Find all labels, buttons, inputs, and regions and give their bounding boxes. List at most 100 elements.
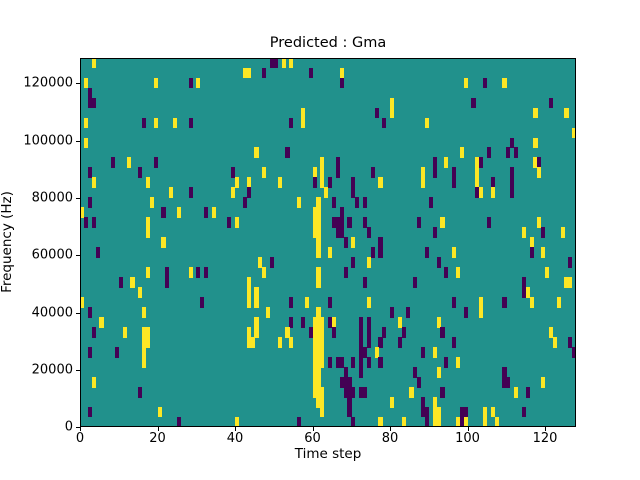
- heatmap-cell: [335, 217, 340, 228]
- heatmap-cell: [176, 417, 182, 427]
- heatmap-cell: [316, 337, 321, 348]
- heatmap-cell: [316, 227, 321, 238]
- heatmap-cell: [374, 347, 379, 358]
- heatmap-cell: [138, 287, 143, 298]
- heatmap-cell: [91, 217, 96, 228]
- heatmap-cell: [277, 177, 282, 188]
- y-tick-mark: [76, 140, 80, 142]
- heatmap-cell: [459, 147, 464, 158]
- heatmap-cell: [204, 267, 209, 278]
- heatmap-cell: [316, 347, 321, 358]
- heatmap-cell: [440, 217, 445, 228]
- heatmap-cell: [246, 67, 251, 78]
- heatmap-cell: [510, 177, 515, 188]
- heatmap-cell: [343, 237, 348, 248]
- heatmap-cell: [335, 167, 340, 178]
- heatmap-cell: [421, 177, 426, 188]
- heatmap-cell: [533, 107, 538, 118]
- heatmap-cell: [424, 407, 430, 418]
- heatmap-cell: [359, 367, 364, 378]
- heatmap-cell: [506, 377, 511, 388]
- heatmap-cell: [347, 387, 352, 398]
- x-tick-mark: [157, 427, 159, 432]
- heatmap-cell: [541, 377, 546, 388]
- heatmap-cell: [444, 357, 449, 368]
- heatmap-cell: [331, 327, 337, 338]
- heatmap-cell: [312, 207, 317, 218]
- heatmap-cell: [502, 77, 507, 88]
- heatmap-cell: [142, 357, 147, 368]
- heatmap-cell: [463, 417, 468, 427]
- heatmap-cell: [413, 277, 418, 288]
- x-tick-label: 20: [149, 431, 166, 446]
- heatmap-cell: [173, 117, 178, 128]
- heatmap-cell: [572, 127, 575, 138]
- heatmap-cell: [312, 347, 317, 358]
- heatmap-cell: [572, 347, 575, 358]
- heatmap-cell: [545, 267, 550, 278]
- heatmap-cell: [281, 58, 286, 68]
- heatmap-cell: [91, 58, 96, 68]
- heatmap-cell: [378, 177, 383, 188]
- heatmap-cell: [366, 337, 371, 348]
- x-tick-label: 40: [226, 431, 244, 446]
- heatmap-cell: [320, 337, 325, 348]
- y-tick-label: 120000: [23, 75, 73, 91]
- heatmap-cell: [483, 417, 488, 427]
- heatmap-cell: [366, 227, 371, 238]
- heatmap-cell: [235, 177, 240, 188]
- heatmap-cell: [188, 77, 193, 88]
- heatmap-cell: [564, 107, 569, 118]
- heatmap-cell: [335, 227, 340, 238]
- heatmap-cell: [486, 147, 492, 158]
- heatmap-cell: [254, 287, 259, 298]
- heatmap-cell: [320, 387, 325, 398]
- heatmap-cell: [153, 157, 158, 168]
- heatmap-cell: [153, 77, 158, 88]
- heatmap-cell: [254, 297, 259, 308]
- heatmap-cell: [401, 417, 406, 427]
- x-tick-label: 60: [304, 431, 321, 446]
- x-tick-mark: [545, 427, 546, 432]
- heatmap-cell: [300, 317, 306, 328]
- heatmap-cell: [359, 387, 364, 398]
- heatmap-cell: [328, 317, 333, 328]
- heatmap-cell: [351, 417, 356, 427]
- heatmap-cell: [362, 197, 368, 208]
- heatmap-cell: [490, 187, 495, 198]
- heatmap-cell: [316, 197, 321, 208]
- heatmap-cell: [440, 327, 445, 338]
- heatmap-cell: [246, 327, 251, 338]
- heatmap-cell: [432, 227, 437, 238]
- heatmap-cell: [331, 197, 337, 208]
- heatmap-cell: [541, 227, 546, 238]
- heatmap-cell: [436, 407, 441, 418]
- heatmap-cell: [300, 117, 306, 128]
- heatmap-cell: [483, 77, 488, 88]
- heatmap-cell: [231, 187, 236, 198]
- heatmap-cell: [455, 417, 461, 427]
- heatmap-cell: [452, 177, 457, 188]
- heatmap-cell: [351, 387, 356, 398]
- heatmap-cell: [312, 377, 317, 388]
- heatmap-cell: [285, 147, 290, 158]
- heatmap-cell: [138, 387, 143, 398]
- heatmap-cell: [521, 227, 526, 238]
- heatmap-cell: [87, 97, 92, 108]
- heatmap-cell: [359, 327, 364, 338]
- heatmap-cell: [83, 217, 89, 228]
- heatmap-cell: [308, 67, 313, 78]
- heatmap-cell: [91, 97, 96, 108]
- heatmap-cell: [471, 97, 476, 108]
- y-tick-label: 0: [64, 419, 73, 435]
- heatmap-cell: [339, 207, 344, 218]
- heatmap-cell: [548, 327, 554, 338]
- heatmap-cell: [81, 207, 85, 218]
- heatmap-cell: [316, 367, 321, 378]
- heatmap-cell: [366, 297, 371, 308]
- heatmap-cell: [312, 357, 317, 368]
- heatmap-cell: [366, 327, 371, 338]
- heatmap-cell: [242, 197, 247, 208]
- heatmap-cell: [316, 317, 321, 328]
- heatmap-cell: [428, 197, 433, 208]
